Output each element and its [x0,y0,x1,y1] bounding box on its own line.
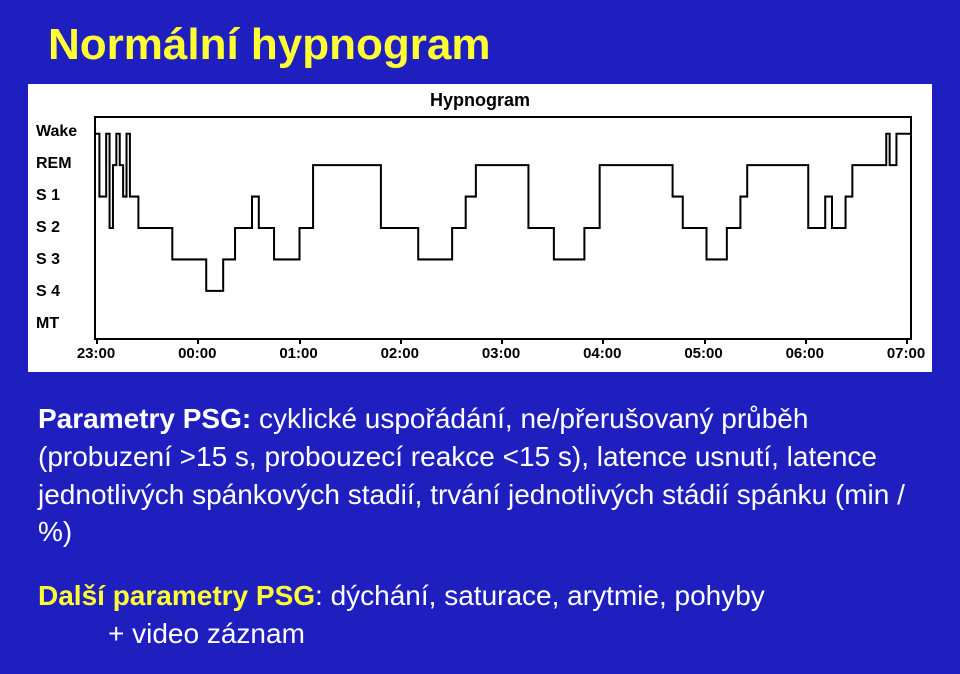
x-tick-mark [501,338,503,344]
y-axis-label: S 1 [36,187,60,205]
y-axis-label: MT [36,315,59,333]
x-axis-label: 05:00 [684,345,722,362]
x-tick-mark [805,338,807,344]
paragraph-parameters: Parametry PSG: cyklické uspořádání, ne/p… [38,400,922,551]
x-axis-label: 00:00 [178,345,216,362]
x-tick-mark [400,338,402,344]
p2-lead: Další parametry PSG [38,580,315,611]
x-axis-label: 23:00 [77,345,115,362]
hypnogram-chart: Hypnogram WakeREMS 1S 2S 3S 4MT 23:0000:… [28,84,932,372]
hypnogram-path [96,134,910,291]
p2-line2: + video záznam [38,615,922,653]
x-tick-mark [197,338,199,344]
x-axis-label: 02:00 [381,345,419,362]
y-axis-label: S 4 [36,283,60,301]
x-tick-mark [299,338,301,344]
x-tick-mark [602,338,604,344]
slide-title: Normální hypnogram [48,20,932,70]
x-axis-label: 06:00 [786,345,824,362]
y-axis-label: Wake [36,123,77,141]
x-axis-label: 01:00 [279,345,317,362]
paragraph-other-parameters: Další parametry PSG: dýchání, saturace, … [38,577,922,653]
body-text: Parametry PSG: cyklické uspořádání, ne/p… [38,400,922,653]
chart-y-axis-labels: Wake REM S 1 S 2 S 3 S 4 MT [36,116,86,340]
x-tick-mark [704,338,706,344]
y-axis-label: REM [36,155,72,173]
x-axis-label: 07:00 [887,345,925,362]
hypnogram-line [96,118,910,338]
chart-plot-area: 23:0000:0001:0002:0003:0004:0005:0006:00… [94,116,912,340]
x-tick-mark [96,338,98,344]
x-tick-mark [906,338,908,344]
chart-inner: Hypnogram WakeREMS 1S 2S 3S 4MT 23:0000:… [36,88,924,368]
p2-rest: : dýchání, saturace, arytmie, pohyby [315,580,765,611]
p1-lead: Parametry PSG: [38,403,251,434]
chart-title: Hypnogram [36,90,924,111]
slide: Normální hypnogram Hypnogram Wake REM S 1 S… [0,0,960,674]
y-axis-label: S 2 [36,219,60,237]
x-axis-label: 03:00 [482,345,520,362]
y-axis-label: S 3 [36,251,60,269]
x-axis-label: 04:00 [583,345,621,362]
